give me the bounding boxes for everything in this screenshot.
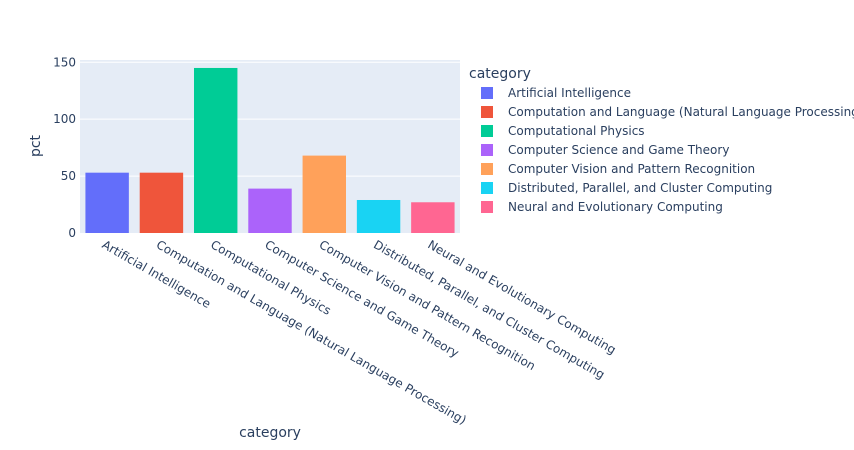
legend-item-label[interactable]: Computation and Language (Natural Langua… <box>508 105 854 119</box>
bar[interactable] <box>302 155 346 233</box>
legend-item-label[interactable]: Computational Physics <box>508 124 645 138</box>
legend-swatch <box>481 106 493 118</box>
legend-item-label[interactable]: Distributed, Parallel, and Cluster Compu… <box>508 181 772 195</box>
legend-item-label[interactable]: Neural and Evolutionary Computing <box>508 200 723 214</box>
bar[interactable] <box>194 67 238 233</box>
legend-swatch <box>481 87 493 99</box>
y-tick-label: 50 <box>61 169 76 183</box>
legend-swatch <box>481 144 493 156</box>
y-axis-title: pct <box>28 134 44 157</box>
y-tick-label: 100 <box>53 112 76 126</box>
legend-swatch <box>481 182 493 194</box>
y-tick-label: 0 <box>68 226 76 240</box>
bar[interactable] <box>411 202 455 233</box>
legend-swatch <box>481 201 493 213</box>
y-axis-ticks: 0 50 100 150 <box>53 55 76 240</box>
bars <box>85 67 455 233</box>
legend-item-label[interactable]: Computer Vision and Pattern Recognition <box>508 162 755 176</box>
legend-title: category <box>469 66 531 82</box>
legend-swatch <box>481 163 493 175</box>
legend-item-label[interactable]: Artificial Intelligence <box>508 86 631 100</box>
x-tick-label: Distributed, Parallel, and Cluster Compu… <box>371 237 607 381</box>
y-tick-label: 150 <box>53 55 76 69</box>
bar[interactable] <box>356 199 401 233</box>
x-axis-title: category <box>239 425 301 441</box>
bar[interactable] <box>248 188 292 233</box>
legend[interactable]: category Artificial Intelligence Computat… <box>469 66 854 214</box>
legend-item-label[interactable]: Computer Science and Game Theory <box>508 143 729 157</box>
bar[interactable] <box>85 172 129 233</box>
legend-swatch <box>481 125 493 137</box>
bar[interactable] <box>139 172 184 233</box>
